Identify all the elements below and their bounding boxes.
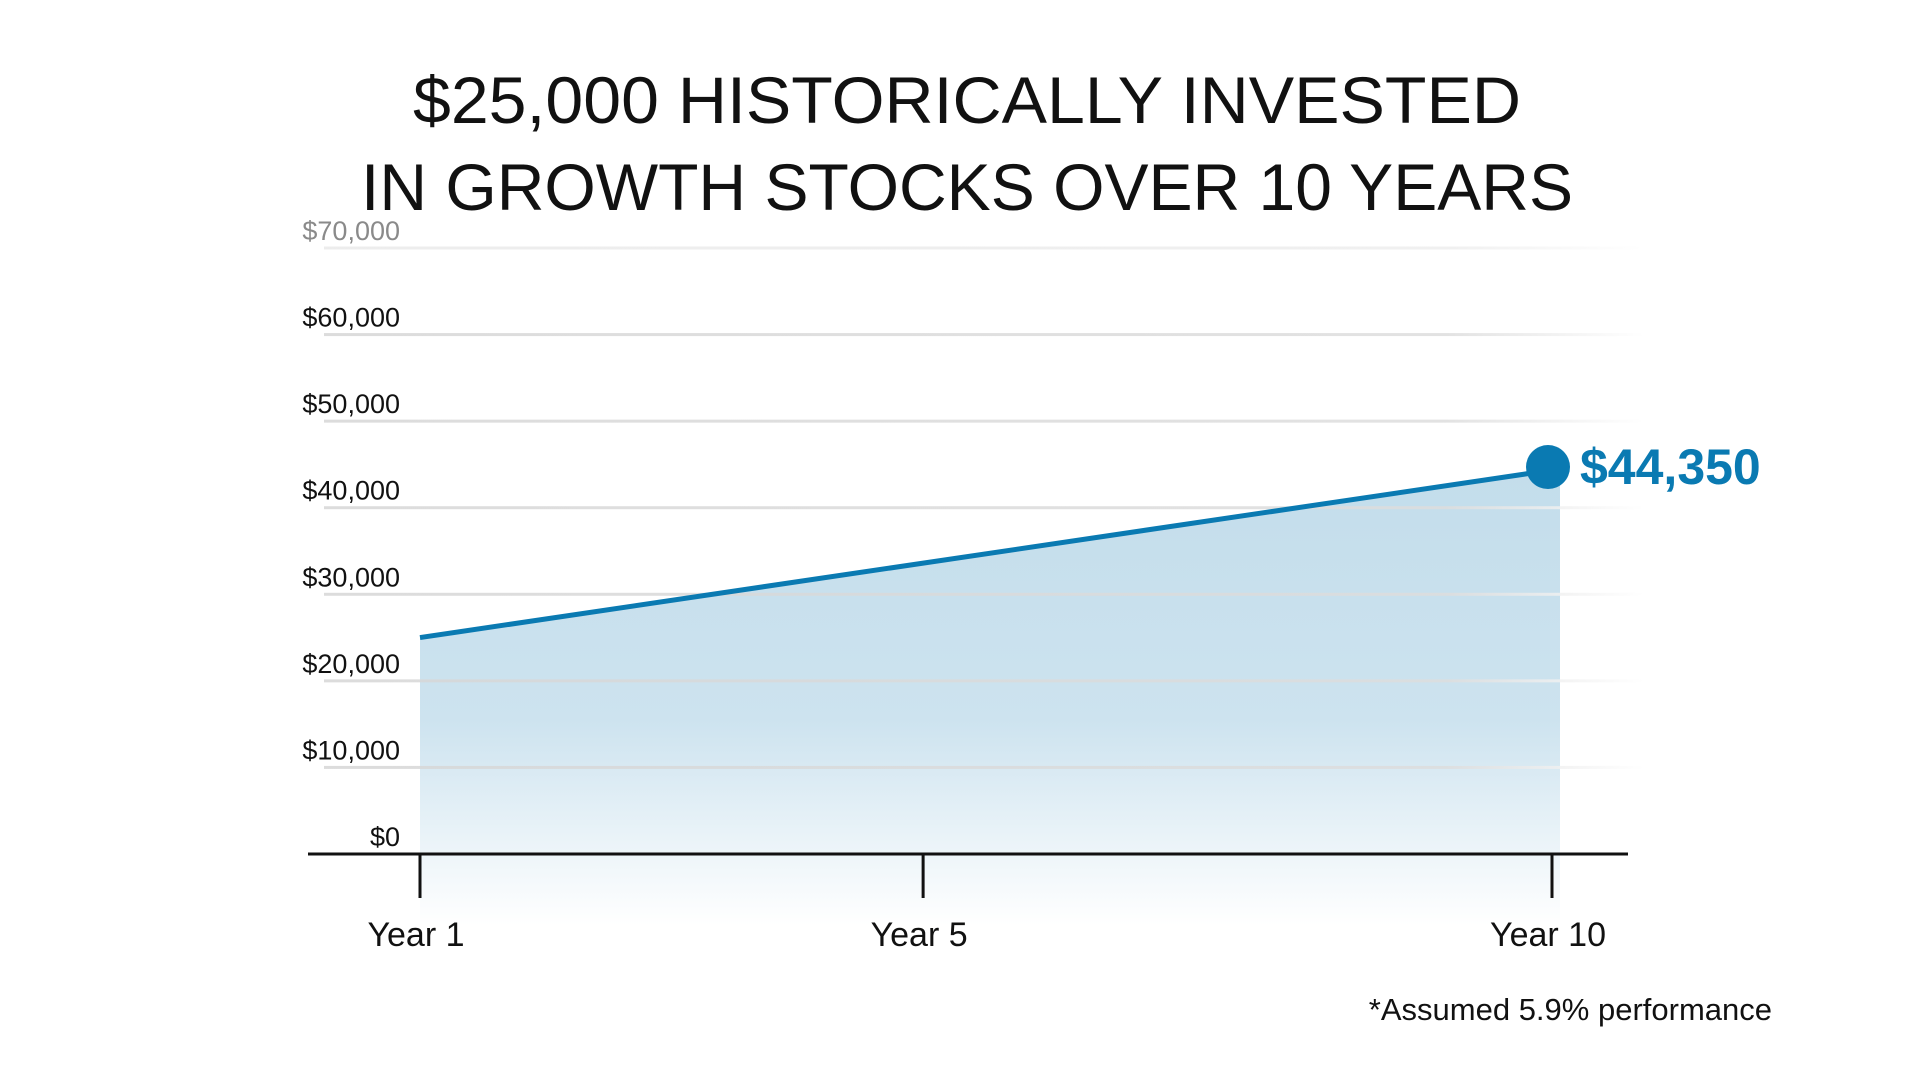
x-tick-mark	[921, 854, 925, 898]
gridline	[324, 592, 1644, 596]
chart-title-line-2: IN GROWTH STOCKS OVER 10 YEARS	[361, 150, 1573, 224]
chart-title-line-1: $25,000 HISTORICALLY INVESTED	[413, 63, 1521, 137]
area-layer	[420, 470, 1560, 925]
x-tick-mark	[1550, 854, 1554, 898]
series-line	[419, 467, 1553, 641]
gridline	[324, 333, 1644, 337]
x-tick-label: Year 1	[367, 916, 464, 954]
y-tick-label: $30,000	[302, 562, 400, 592]
gridline	[324, 679, 1644, 683]
end-value-label: $44,350	[1580, 439, 1761, 495]
y-tick-label: $20,000	[302, 649, 400, 679]
y-tick-label: $10,000	[302, 735, 400, 765]
y-tick-label: $60,000	[302, 303, 400, 333]
y-tick-label: $50,000	[302, 389, 400, 419]
end-point-marker	[1526, 445, 1570, 490]
y-tick-label: $0	[370, 822, 400, 852]
y-tick-label: $40,000	[302, 476, 400, 506]
gridline	[324, 506, 1644, 510]
y-axis-tick-labels: $0 $10,000 $20,000 $30,000 $40,000 $50,000 $60…	[302, 216, 400, 852]
gridline	[324, 765, 1644, 769]
x-tick-mark	[418, 854, 422, 898]
x-axis-line	[308, 852, 1628, 856]
x-axis-tick-labels: Year 1 Year 5 Year 10	[367, 916, 1606, 954]
gridlines	[324, 246, 1644, 769]
area-fill	[420, 470, 1560, 925]
gridline	[324, 246, 1644, 250]
x-tick-label: Year 5	[871, 916, 968, 954]
series-layer	[419, 445, 1570, 641]
y-tick-label: $70,000	[302, 216, 400, 246]
x-axis	[308, 852, 1628, 898]
gridline	[324, 419, 1644, 423]
footnote: *Assumed 5.9% performance	[1369, 992, 1772, 1027]
x-tick-label: Year 10	[1490, 916, 1606, 954]
